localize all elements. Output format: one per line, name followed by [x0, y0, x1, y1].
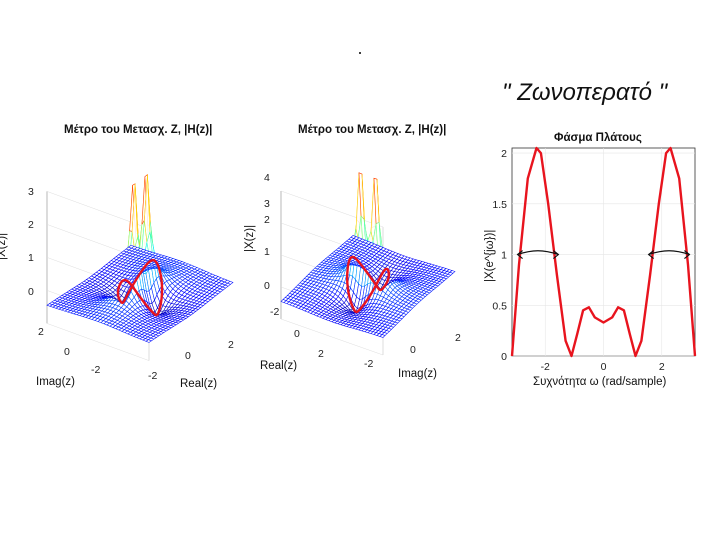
plot3-ylabel: |X(e^{jω})| — [484, 229, 496, 282]
plot2-ztick-3: 3 — [264, 198, 270, 210]
magnitude-spectrum-plot: Φάσμα Πλάτους 0 0.5 1 1.5 2 -2 0 2 Συχνότητα ω … — [470, 124, 710, 404]
arrowhead-left-1 — [647, 250, 655, 260]
plot2-zlabel: |X(z)| — [244, 224, 256, 252]
arrowhead-right-1 — [684, 250, 691, 260]
surface-plot-2: Μέτρο του Μετασχ. Ζ, |H(z)| |X(z)| 0 1 2… — [240, 120, 480, 400]
handwritten-annotation: " Ζωνοπερατό " — [500, 72, 690, 112]
plot2-ylabel: Imag(z) — [398, 368, 437, 380]
plot2-title: Μέτρο του Μετασχ. Ζ, |H(z)| — [298, 124, 447, 136]
plot2-ztick-2: 2 — [264, 214, 270, 226]
plot1-ylabel: Imag(z) — [36, 376, 75, 388]
surface1-canvas — [46, 174, 234, 361]
double-arrow-0 — [517, 250, 559, 256]
surf2-mesh — [280, 172, 456, 338]
surf1-mesh-cell — [226, 280, 234, 285]
spectrum-ytick-label: 0.5 — [492, 300, 507, 312]
plot2-ytick-0: -2 — [364, 358, 374, 370]
plot2-ytick-1: 0 — [410, 344, 416, 356]
stray-dot — [359, 52, 361, 54]
plot2-ytick-2: 2 — [455, 332, 461, 344]
surf1-unit-circle-trace — [116, 259, 164, 317]
plot1-ztick-0: 0 — [28, 286, 34, 298]
surf2-zgrid — [280, 318, 384, 356]
plot1-xtick-2: 2 — [228, 339, 234, 351]
plot1-zlabel: |X(z)| — [0, 232, 8, 260]
surf1-zgrid — [46, 323, 150, 361]
plot1-xtick-1: 0 — [185, 350, 191, 362]
plot2-xlabel: Real(z) — [260, 360, 298, 372]
plot1-xtick-0: -2 — [148, 370, 158, 382]
plot1-ytick-1: 0 — [64, 346, 70, 358]
handwritten-text: " Ζωνοπερατό " — [502, 79, 669, 106]
spectrum-ytick-label: 2 — [501, 148, 507, 160]
plot2-ztick-1: 1 — [264, 246, 270, 258]
plot2-xtick-0: -2 — [270, 306, 280, 318]
plot2-xtick-1: 0 — [294, 328, 300, 340]
plot1-ytick-2: -2 — [91, 364, 101, 376]
plot1-ytick-0: 2 — [38, 326, 44, 338]
arrowhead-left-0 — [516, 250, 523, 260]
plot1-xlabel: Real(z) — [180, 378, 218, 390]
surface-plot-1: Μέτρο του Μετασχ. Ζ, |H(z)| |X(z)| 0 1 2… — [0, 120, 250, 400]
spectrum-ytick-label: 1 — [501, 250, 507, 262]
plot2-ztick-0: 0 — [264, 280, 270, 292]
spectrum-ytick-label: 1.5 — [492, 199, 507, 211]
double-arrow-1 — [648, 250, 690, 256]
plot2-ztick-4: 4 — [264, 172, 270, 184]
plot1-ztick-1: 1 — [28, 252, 34, 264]
surf1-mesh — [46, 174, 234, 343]
surface2-canvas — [280, 172, 456, 356]
plot3-title: Φάσμα Πλάτους — [554, 132, 642, 144]
spectrum-line — [510, 146, 697, 358]
handwritten-annotation-svg: " Ζωνοπερατό " — [502, 79, 669, 106]
plot1-title: Μέτρο του Μετασχ. Ζ, |H(z)| — [64, 124, 213, 136]
surf2-mesh-cell — [449, 270, 456, 274]
spectrum-ytick-label: 0 — [501, 351, 507, 363]
surf2-unit-circle-trace — [346, 255, 390, 314]
spectrum-canvas: 0 0.5 1 1.5 2 -2 0 2 — [492, 146, 697, 373]
spectrum-xtick-label: -2 — [541, 361, 550, 373]
surf2-zgrid — [280, 190, 384, 228]
spectrum-xtick-label: 0 — [601, 361, 607, 373]
spectrum-xtick-label: 2 — [659, 361, 665, 373]
arrowhead-right-0 — [552, 250, 560, 260]
plot3-xlabel: Συχνότητα ω (rad/sample) — [533, 376, 667, 388]
plot2-xtick-2: 2 — [318, 348, 324, 360]
plot1-ztick-2: 2 — [28, 219, 34, 231]
plot1-ztick-3: 3 — [28, 186, 34, 198]
